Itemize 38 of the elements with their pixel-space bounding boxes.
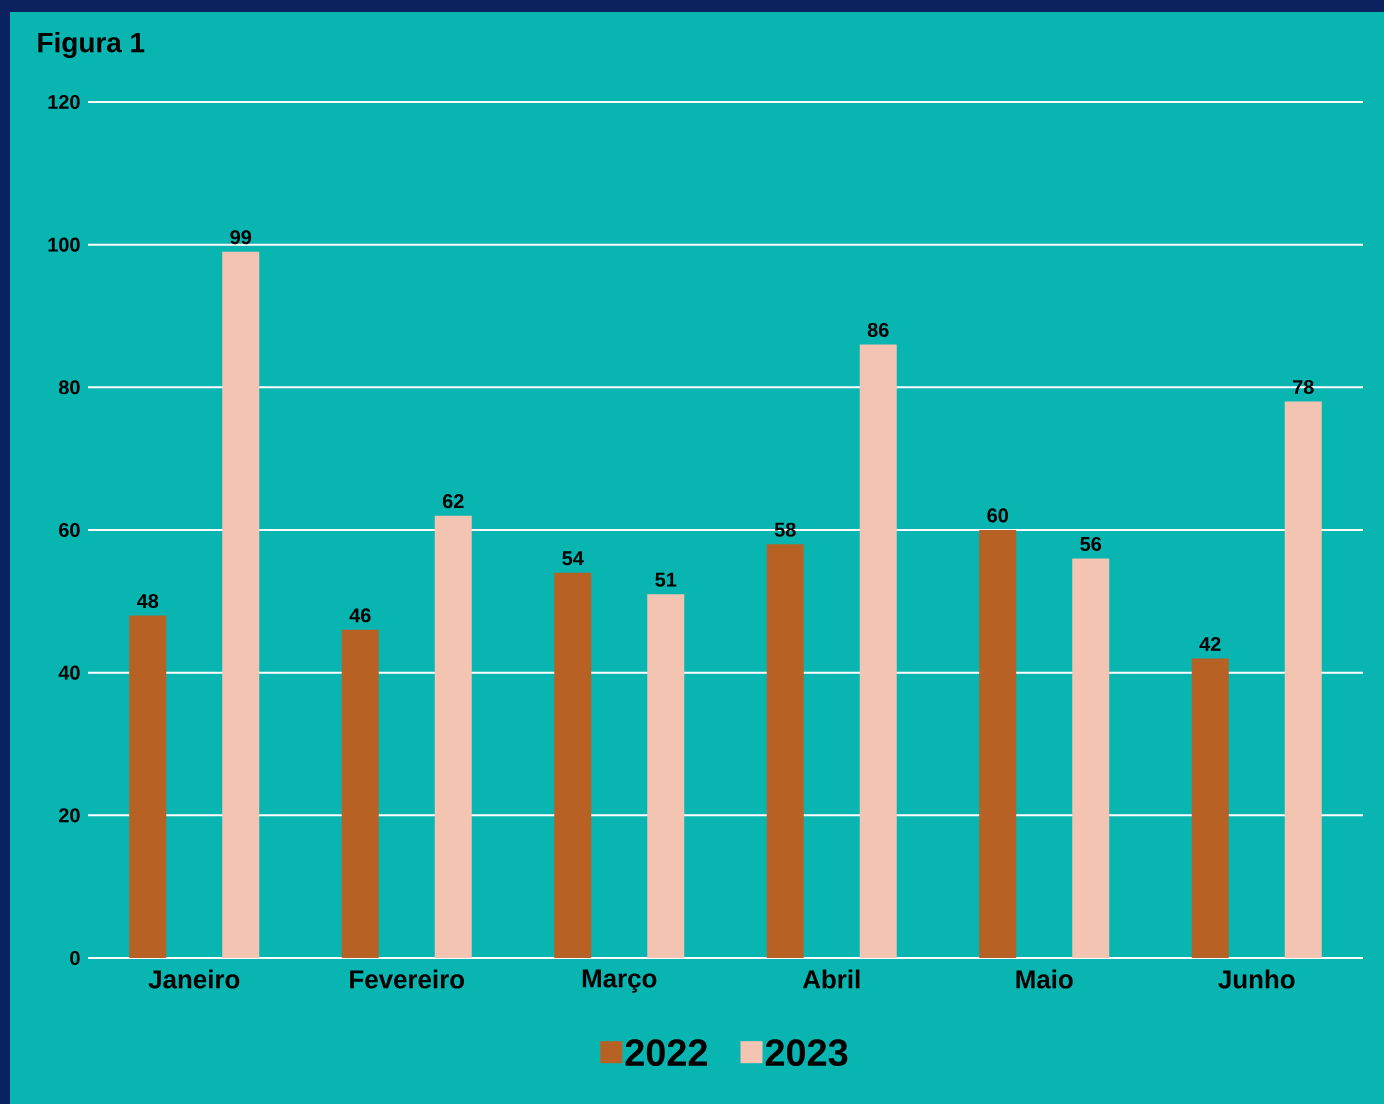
y-tick-label: 0: [70, 950, 80, 966]
data-label: 56: [1080, 536, 1102, 551]
legend-label: 2023: [765, 1039, 848, 1067]
bar: [979, 529, 1017, 958]
y-tick-label: 120: [48, 94, 80, 110]
data-label: 42: [1199, 636, 1221, 651]
y-tick-label: 20: [59, 808, 80, 823]
bar: [1284, 401, 1322, 958]
bar: [766, 544, 804, 958]
data-label: 86: [867, 322, 889, 337]
y-tick-label: 80: [58, 380, 80, 395]
bar: [434, 515, 472, 958]
bar: [859, 344, 897, 958]
x-tick-label: Janeiro: [148, 969, 240, 989]
bar: [647, 594, 685, 958]
x-tick-label: Março: [582, 969, 657, 993]
bar: [129, 615, 167, 958]
y-tick-label: 40: [58, 665, 80, 680]
x-tick-label: Maio: [1016, 969, 1073, 989]
chart-title: Figura 1: [38, 31, 145, 59]
data-label: 51: [655, 572, 677, 587]
bar: [554, 572, 592, 958]
legend-label: 2022: [625, 1039, 707, 1067]
y-tick-label: 100: [48, 237, 80, 252]
data-label: 46: [349, 608, 371, 623]
x-tick-label: Fevereiro: [350, 969, 465, 989]
bar: [341, 629, 379, 958]
bar: [222, 251, 260, 958]
data-label: 62: [442, 494, 464, 509]
data-label: 99: [230, 230, 252, 245]
x-tick-label: Junho: [1218, 969, 1295, 989]
data-label: 54: [562, 551, 584, 566]
y-tick-label: 60: [59, 522, 80, 538]
bar: [1072, 558, 1110, 958]
x-tick-label: Abril: [802, 969, 860, 989]
data-label: 60: [987, 508, 1008, 523]
bar: [1191, 658, 1229, 958]
data-label: 48: [136, 593, 159, 609]
